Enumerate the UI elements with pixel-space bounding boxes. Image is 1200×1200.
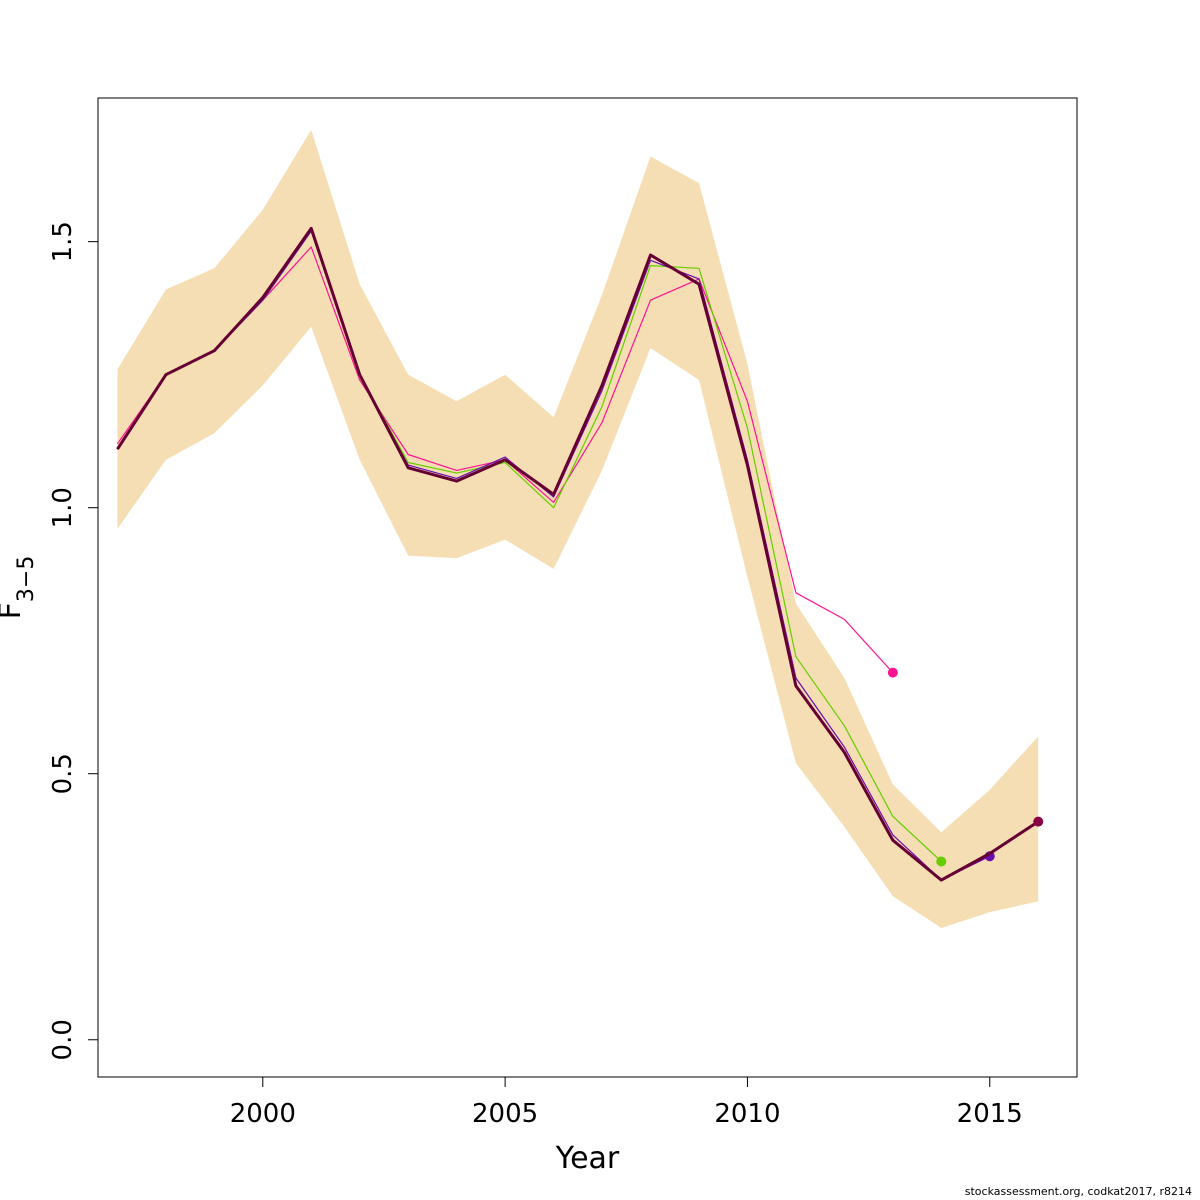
confidence-band	[117, 129, 1039, 928]
y-axis-title: F3−5	[0, 556, 39, 620]
series-line-4	[116, 226, 1040, 882]
series-end-point-4	[1033, 816, 1044, 827]
series-line-3	[116, 230, 991, 881]
y-axis-title-subscript: 3−5	[14, 556, 39, 602]
series-end-point-2	[936, 856, 947, 867]
x-tick-label: 2005	[472, 1099, 538, 1129]
y-axis: 0.0 0.5 1.0 1.5	[48, 221, 99, 1060]
y-tick-label: 0.5	[48, 753, 78, 794]
x-tick-label: 2015	[957, 1099, 1023, 1129]
x-tick-label: 2010	[714, 1099, 780, 1129]
confidence-band-layer	[117, 129, 1039, 928]
series-end-point-1	[887, 667, 898, 678]
x-axis: 2000 2005 2010 2015	[230, 1076, 1023, 1129]
y-axis-title-main: F	[0, 602, 28, 619]
footer-credit: stockassessment.org, codkat2017, r8214	[964, 1185, 1192, 1198]
y-tick-label: 1.0	[48, 487, 78, 528]
x-tick-label: 2000	[230, 1099, 296, 1129]
x-axis-title: Year	[555, 1141, 620, 1176]
y-tick-label: 1.5	[48, 221, 78, 262]
y-tick-label: 0.0	[48, 1019, 78, 1060]
series-layer	[116, 226, 1044, 882]
